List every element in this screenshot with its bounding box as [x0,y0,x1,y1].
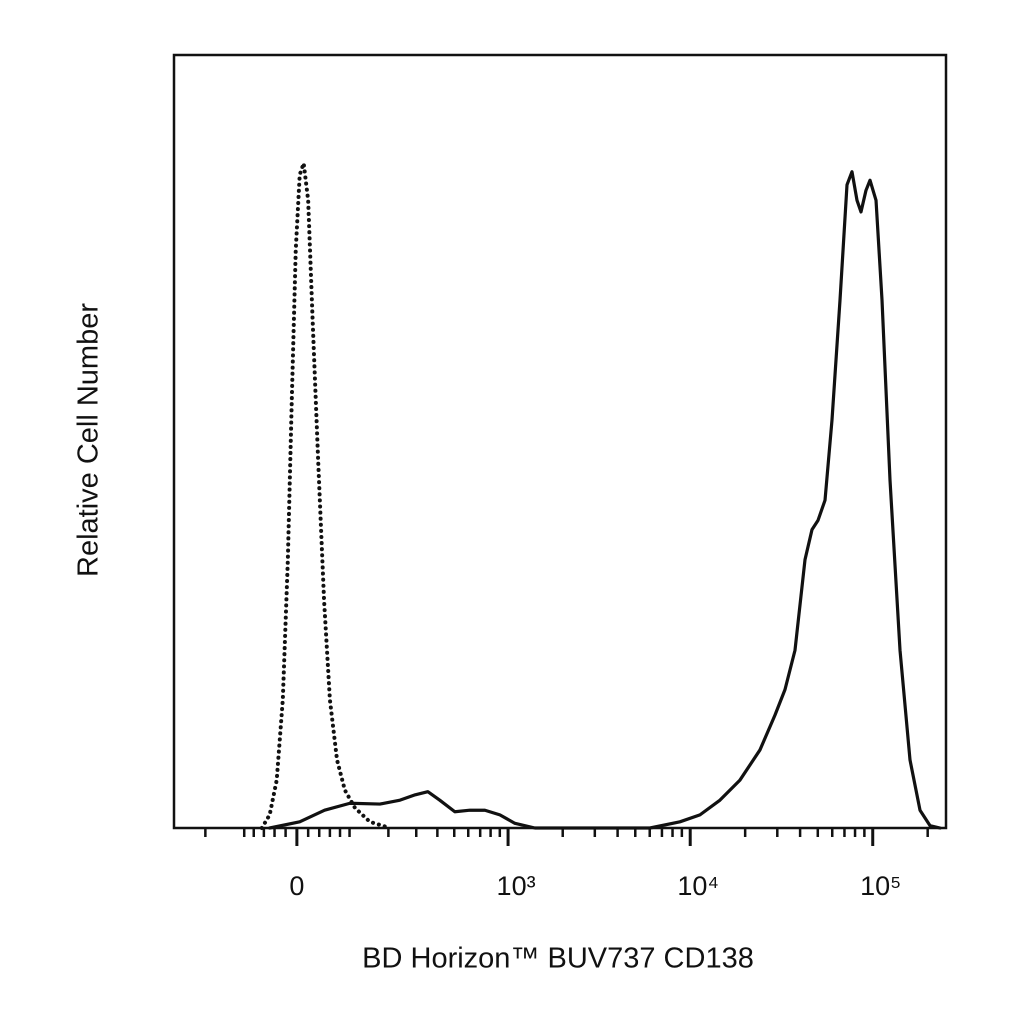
x-tick-label: 0 [289,871,304,901]
x-tick-label: 10³ [497,871,536,901]
x-axis-label: BD Horizon™ BUV737 CD138 [362,943,754,975]
x-tick-label: 10⁴ [677,871,719,901]
x-tick-label: 10⁵ [860,871,901,901]
y-axis-label: Relative Cell Number [73,303,105,577]
dotted-histogram [259,161,393,830]
solid-histogram [268,170,942,830]
